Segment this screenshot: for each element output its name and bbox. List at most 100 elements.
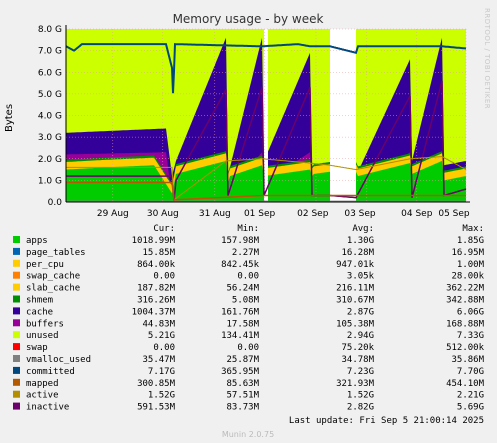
grid bbox=[66, 28, 467, 203]
swap-swatch bbox=[13, 343, 20, 351]
legend-max: 5.69G bbox=[457, 403, 484, 413]
legend-avg: 947.01k bbox=[336, 260, 375, 270]
legend-avg: 7.23G bbox=[347, 367, 374, 377]
legend-cur: 316.26M bbox=[137, 296, 176, 306]
legend-header-cur: Cur: bbox=[153, 224, 175, 234]
legend-cur: 44.83M bbox=[142, 319, 175, 329]
y-tick-label: 7.0 G bbox=[38, 47, 62, 57]
legend-min: 57.51M bbox=[226, 391, 259, 401]
legend-min: 365.95M bbox=[221, 367, 260, 377]
legend-cur: 1.52G bbox=[148, 391, 175, 401]
legend-max: 2.21G bbox=[457, 391, 484, 401]
x-tick-label: 31 Aug bbox=[199, 209, 231, 219]
y-axis-label: Bytes bbox=[4, 104, 15, 132]
legend-min: 83.73M bbox=[226, 403, 259, 413]
legend-name: swap bbox=[26, 343, 48, 353]
legend-avg: 75.20k bbox=[341, 343, 374, 353]
unused-swatch bbox=[13, 331, 20, 339]
legend-min: 0.00 bbox=[237, 343, 259, 353]
legend-max: 28.00k bbox=[451, 272, 484, 282]
legend-avg: 2.82G bbox=[347, 403, 374, 413]
legend-name: page_tables bbox=[26, 248, 86, 258]
legend-avg: 310.67M bbox=[336, 296, 375, 306]
legend-min: 85.63M bbox=[226, 379, 259, 389]
legend-min: 2.27M bbox=[232, 248, 260, 258]
legend-avg: 2.94G bbox=[347, 331, 374, 341]
x-tick-label: 03 Sep bbox=[344, 209, 376, 219]
line-series bbox=[65, 25, 470, 203]
legend-header-max: Max: bbox=[462, 224, 484, 234]
legend-name: slab_cache bbox=[26, 284, 80, 294]
legend-avg: 3.05k bbox=[347, 272, 375, 282]
legend-min: 0.00 bbox=[237, 272, 259, 282]
y-tick-label: 5.0 G bbox=[38, 90, 62, 100]
legend-name: per_cpu bbox=[26, 260, 64, 270]
y-tick-label: 3.0 G bbox=[38, 133, 62, 143]
legend-avg: 16.28M bbox=[341, 248, 374, 258]
legend-name: inactive bbox=[26, 403, 69, 413]
legend-avg: 34.78M bbox=[341, 355, 374, 365]
legend-min: 157.98M bbox=[221, 236, 260, 246]
legend-min: 134.41M bbox=[221, 331, 260, 341]
legend-cur: 15.85M bbox=[142, 248, 175, 258]
y-tick-label: 0.0 bbox=[48, 198, 63, 208]
legend-max: 7.70G bbox=[457, 367, 484, 377]
legend-name: mapped bbox=[26, 379, 59, 389]
legend-max: 454.10M bbox=[446, 379, 485, 389]
legend-avg: 2.87G bbox=[347, 307, 374, 317]
legend-cur: 1004.37M bbox=[132, 307, 176, 317]
legend-cur: 187.82M bbox=[137, 284, 176, 294]
y-tick-label: 1.0 G bbox=[38, 176, 62, 186]
legend-max: 512.00k bbox=[446, 343, 485, 353]
legend-header-min: Min: bbox=[237, 224, 259, 234]
legend-max: 16.95M bbox=[451, 248, 484, 258]
plot-area bbox=[65, 25, 470, 203]
legend-cur: 1018.99M bbox=[132, 236, 176, 246]
mapped-swatch bbox=[13, 378, 20, 386]
legend-rows: apps 1018.99M 157.98M 1.30G 1.85G page_tables… bbox=[13, 236, 485, 413]
y-tick-label: 2.0 G bbox=[38, 155, 62, 165]
apps-swatch bbox=[13, 236, 20, 243]
x-axis: 29 Aug 30 Aug 31 Aug 01 Sep 02 Sep 03 Sep 04 S… bbox=[97, 209, 470, 219]
per_cpu-swatch bbox=[13, 259, 20, 267]
legend-name: committed bbox=[26, 367, 75, 377]
legend-name: active bbox=[26, 391, 59, 401]
legend-name: cache bbox=[26, 307, 53, 317]
cache-swatch bbox=[13, 307, 20, 315]
legend-max: 35.86M bbox=[451, 355, 484, 365]
legend-avg: 216.11M bbox=[336, 284, 375, 294]
vmalloc_used-swatch bbox=[13, 355, 20, 362]
page_tables-swatch bbox=[13, 247, 20, 255]
y-tick-label: 4.0 G bbox=[38, 112, 62, 122]
committed-line bbox=[65, 42, 467, 94]
legend-max: 6.06G bbox=[457, 307, 484, 317]
legend-name: buffers bbox=[26, 319, 64, 329]
legend-cur: 35.47M bbox=[142, 355, 175, 365]
legend-avg: 1.30G bbox=[347, 236, 374, 246]
legend-min: 5.08M bbox=[232, 296, 260, 306]
legend: Cur: Min: Avg: Max: apps 1018.99M 157.98M 1… bbox=[13, 224, 485, 413]
legend-avg: 321.93M bbox=[336, 379, 375, 389]
legend-name: vmalloc_used bbox=[26, 355, 91, 365]
committed-swatch bbox=[13, 366, 20, 374]
legend-name: apps bbox=[26, 236, 48, 246]
legend-name: swap_cache bbox=[26, 272, 80, 282]
legend-min: 25.87M bbox=[226, 355, 259, 365]
legend-max: 1.85G bbox=[457, 236, 484, 246]
legend-min: 161.76M bbox=[221, 307, 260, 317]
legend-cur: 0.00 bbox=[153, 272, 175, 282]
munin-version: Munin 2.0.75 bbox=[222, 430, 274, 439]
legend-avg: 1.52G bbox=[347, 391, 374, 401]
swap_cache-swatch bbox=[13, 271, 20, 279]
active-line bbox=[66, 156, 467, 201]
legend-min: 842.45k bbox=[221, 260, 260, 270]
legend-max: 7.33G bbox=[457, 331, 484, 341]
legend-max: 168.88M bbox=[446, 319, 485, 329]
x-tick-label: 04 Sep bbox=[401, 209, 433, 219]
legend-min: 17.58M bbox=[226, 319, 259, 329]
legend-cur: 0.00 bbox=[153, 343, 175, 353]
y-tick-label: 6.0 G bbox=[38, 68, 62, 78]
slab_cache-swatch bbox=[13, 283, 20, 291]
x-tick-label: 30 Aug bbox=[147, 209, 179, 219]
chart-title: Memory usage - by week bbox=[173, 12, 324, 26]
